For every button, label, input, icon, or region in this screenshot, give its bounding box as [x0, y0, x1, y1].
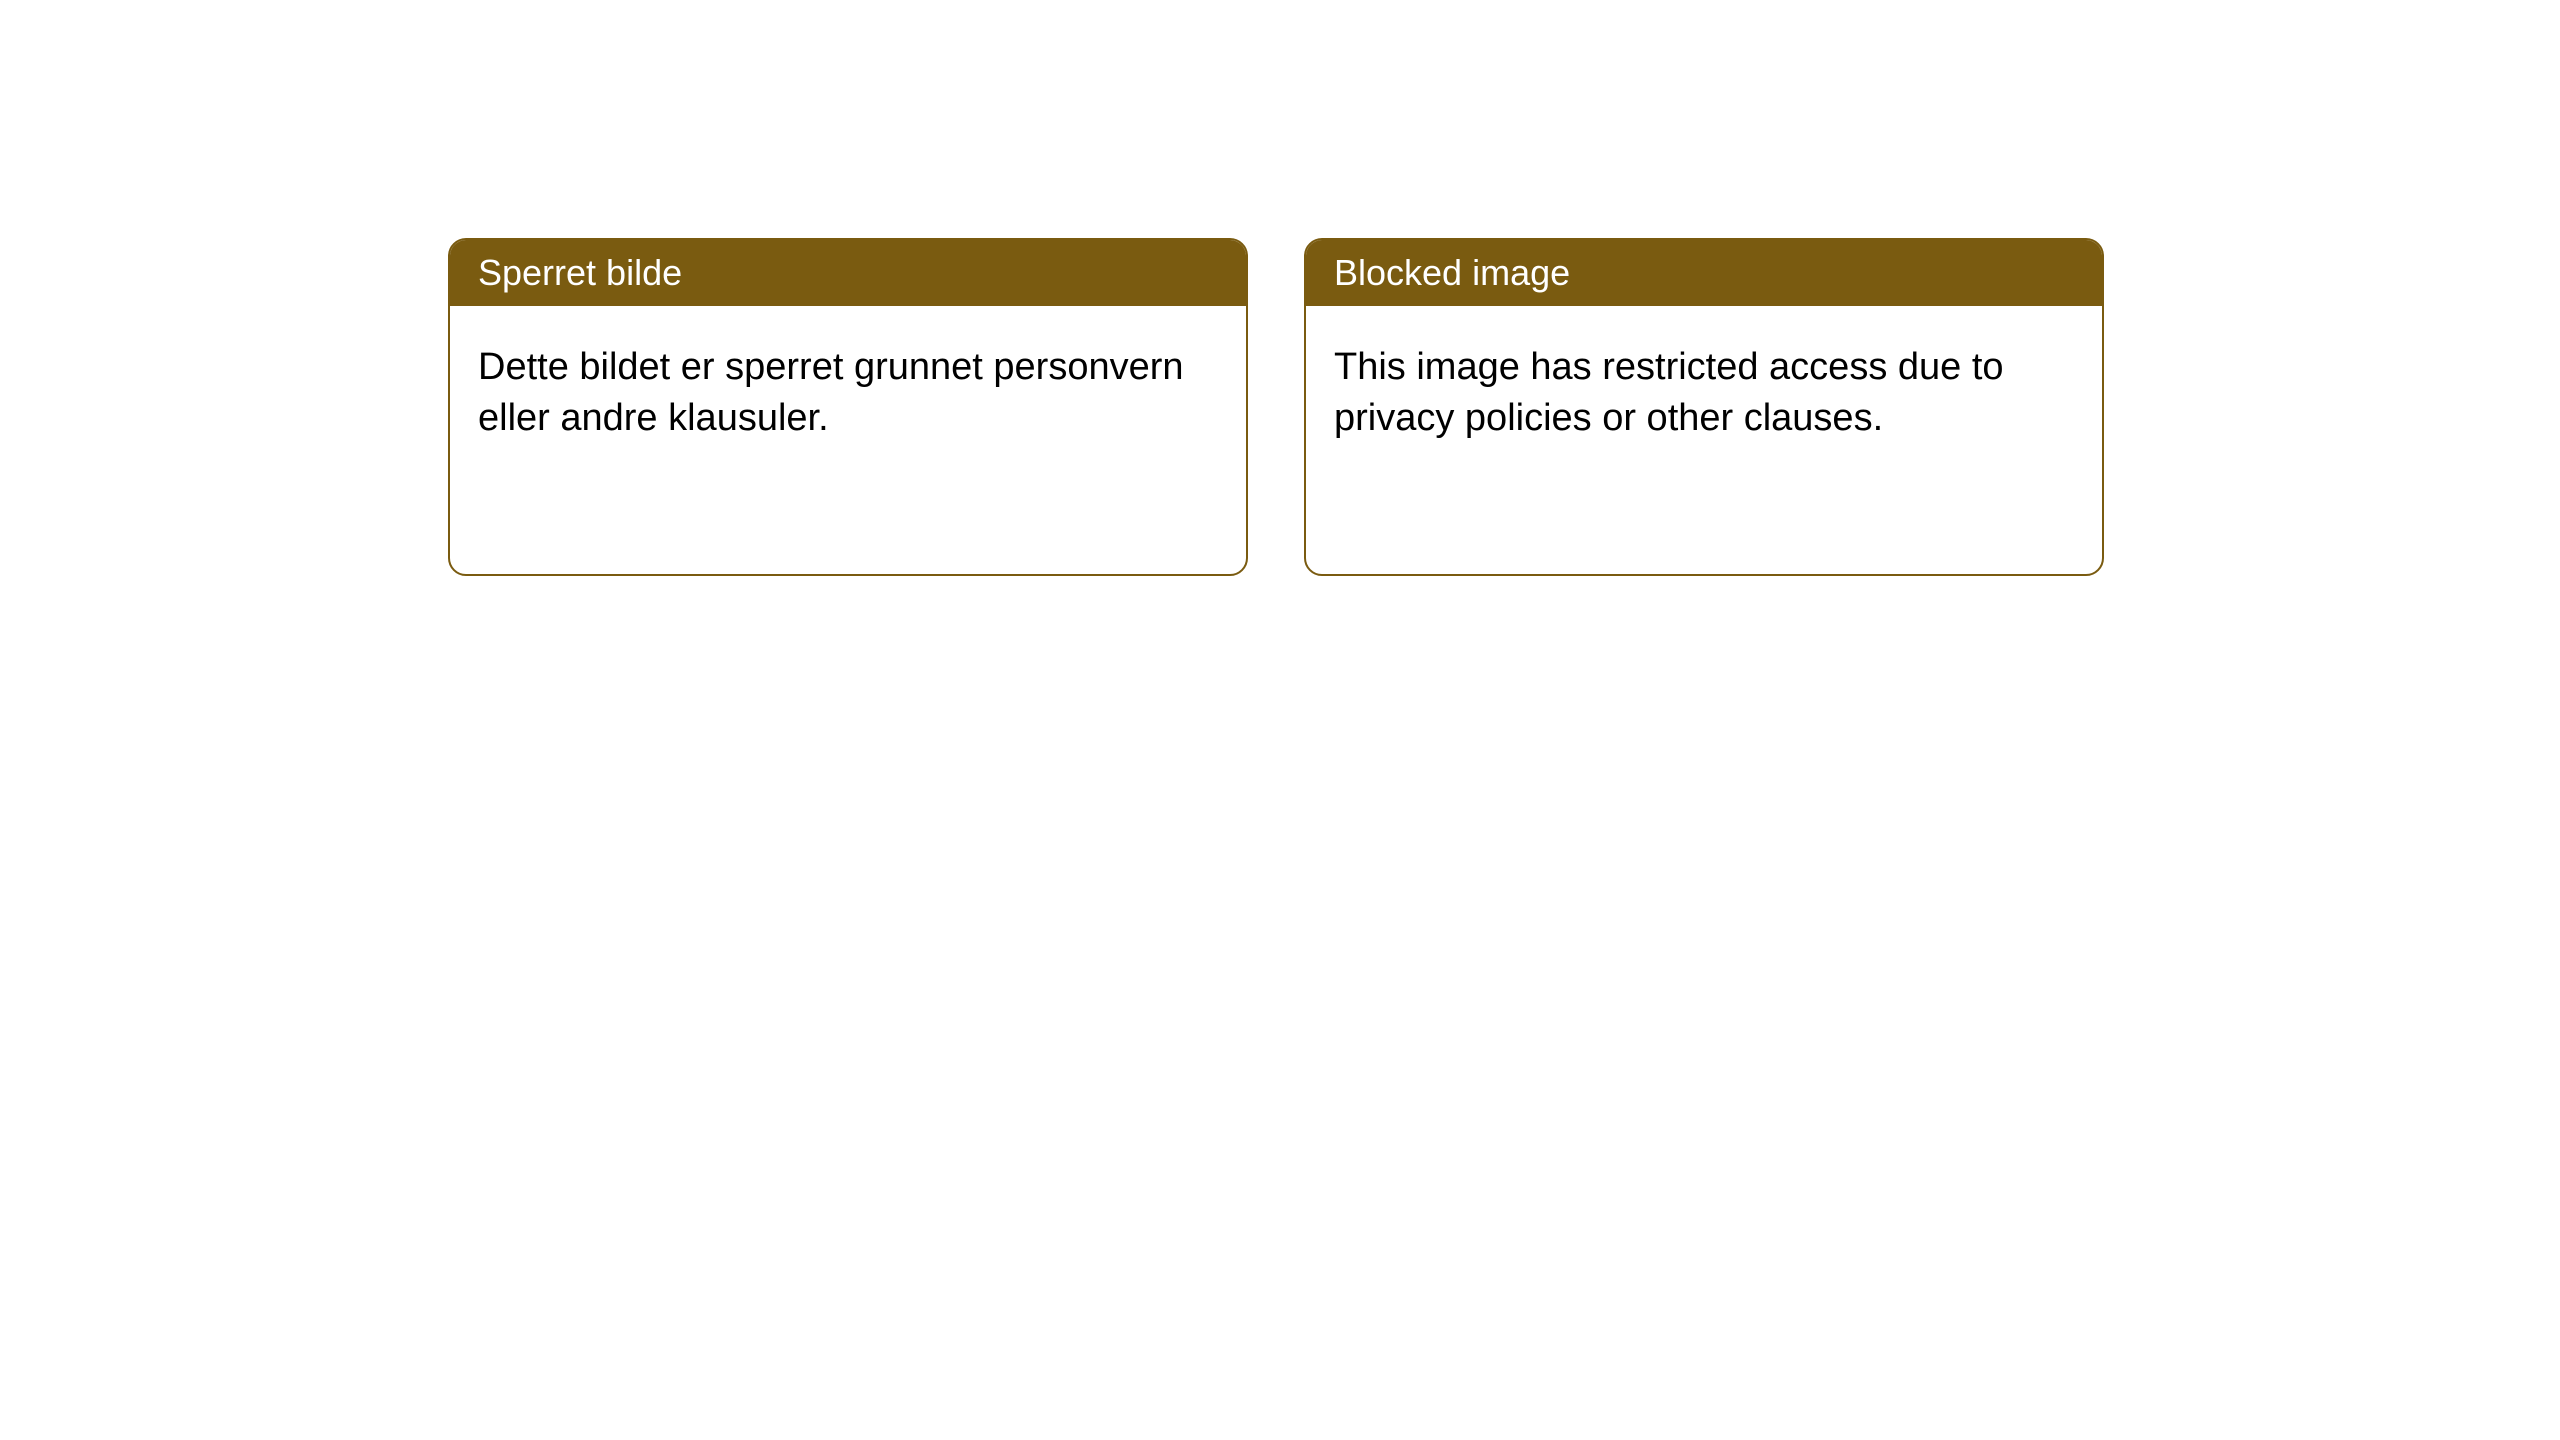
card-body: This image has restricted access due to … [1306, 306, 2102, 481]
card-title: Sperret bilde [478, 252, 682, 293]
card-body-text: This image has restricted access due to … [1334, 346, 2004, 439]
notice-card-norwegian: Sperret bilde Dette bildet er sperret gr… [448, 238, 1248, 576]
card-header: Blocked image [1306, 240, 2102, 306]
card-body-text: Dette bildet er sperret grunnet personve… [478, 346, 1184, 439]
card-header: Sperret bilde [450, 240, 1246, 306]
card-title: Blocked image [1334, 252, 1570, 293]
notice-container: Sperret bilde Dette bildet er sperret gr… [0, 0, 2560, 576]
notice-card-english: Blocked image This image has restricted … [1304, 238, 2104, 576]
card-body: Dette bildet er sperret grunnet personve… [450, 306, 1246, 481]
